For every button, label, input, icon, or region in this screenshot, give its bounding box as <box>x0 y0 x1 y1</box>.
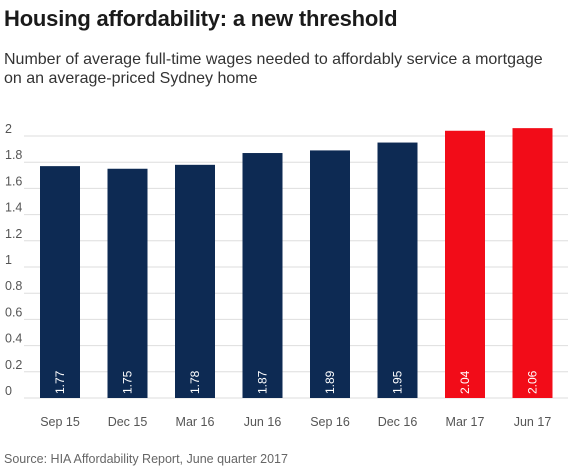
x-tick-label: Sep 16 <box>310 415 350 429</box>
y-tick-label: 1.2 <box>5 227 22 241</box>
x-tick-label: Sep 15 <box>40 415 80 429</box>
x-tick-label: Dec 15 <box>108 415 148 429</box>
bar <box>40 166 80 398</box>
data-label: 1.77 <box>53 370 67 394</box>
bar <box>107 168 148 398</box>
bar <box>377 142 418 398</box>
x-tick-label: Mar 16 <box>176 415 215 429</box>
data-label: 2.06 <box>526 370 540 394</box>
y-tick-label: 0 <box>5 384 12 398</box>
x-tick-label: Mar 17 <box>446 415 485 429</box>
y-tick-label: 0.6 <box>5 305 22 319</box>
x-tick-label: Dec 16 <box>378 415 418 429</box>
bar <box>175 164 215 398</box>
data-label: 2.04 <box>458 370 472 394</box>
data-label: 1.95 <box>391 370 405 394</box>
bar <box>310 150 350 398</box>
y-tick-label: 1.8 <box>5 148 22 162</box>
y-tick-label: 0.8 <box>5 279 22 293</box>
bar <box>445 130 485 398</box>
y-tick-label: 0.4 <box>5 332 22 346</box>
y-tick-label: 0.2 <box>5 358 22 372</box>
data-label: 1.75 <box>121 370 135 394</box>
data-label: 1.87 <box>256 370 270 394</box>
data-label: 1.78 <box>188 370 202 394</box>
chart-subtitle: Number of average full-time wages needed… <box>4 51 543 87</box>
bar <box>512 128 553 398</box>
y-tick-label: 1.4 <box>5 201 22 215</box>
y-tick-label: 1.6 <box>5 174 22 188</box>
x-tick-label: Jun 17 <box>514 415 552 429</box>
chart-title: Housing affordability: a new threshold <box>4 6 398 31</box>
bar <box>242 153 283 398</box>
y-tick-label: 2 <box>5 122 12 136</box>
y-tick-label: 1 <box>5 253 12 267</box>
x-tick-label: Jun 16 <box>244 415 282 429</box>
data-label: 1.89 <box>323 370 337 394</box>
source-note: Source: HIA Affordability Report, June q… <box>4 452 288 466</box>
